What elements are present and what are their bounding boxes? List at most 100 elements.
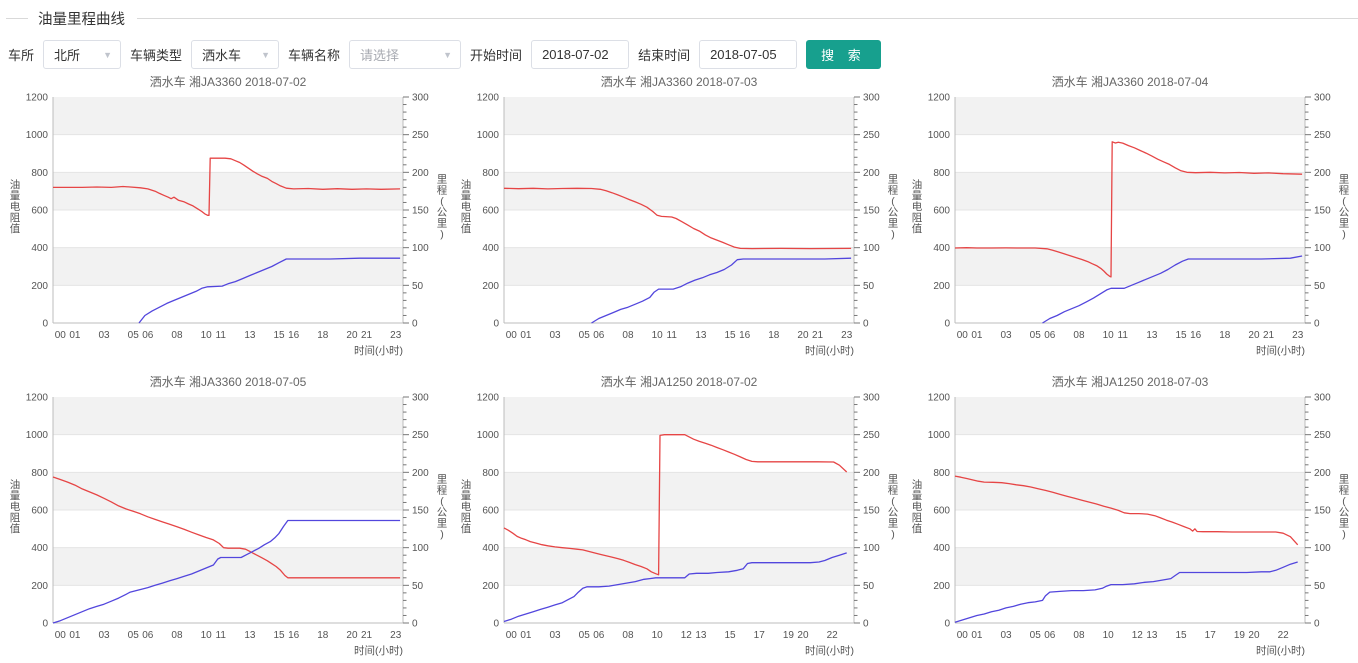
svg-text:100: 100: [412, 543, 429, 554]
svg-text:1200: 1200: [928, 393, 951, 404]
svg-text:200: 200: [412, 468, 429, 479]
chart-card: 0 200 400 600 800 1000 1200 0 50 100 150 200 250 300 0…: [2, 373, 453, 663]
svg-text:0: 0: [945, 319, 951, 330]
svg-text:13: 13: [1147, 330, 1159, 341]
svg-text:20: 20: [797, 330, 809, 341]
svg-text:200: 200: [482, 581, 499, 592]
svg-text:21: 21: [1263, 330, 1275, 341]
svg-text:01: 01: [69, 330, 81, 341]
svg-text:50: 50: [412, 281, 424, 292]
svg-text:时间(小时): 时间(小时): [1256, 344, 1305, 357]
svg-text:400: 400: [934, 543, 951, 554]
vehicle-name-select-placeholder: 请选择: [360, 48, 400, 63]
svg-text:200: 200: [1314, 468, 1331, 479]
svg-text:400: 400: [934, 243, 951, 254]
svg-text:03: 03: [549, 630, 561, 641]
svg-text:15: 15: [724, 330, 736, 341]
svg-text:200: 200: [934, 281, 951, 292]
svg-text:油量电阻值: 油量电阻值: [912, 478, 923, 535]
end-date-input[interactable]: [699, 40, 798, 69]
svg-text:17: 17: [1205, 630, 1217, 641]
page-title: 油量里程曲线: [38, 12, 125, 28]
svg-text:0: 0: [493, 619, 499, 630]
svg-text:油量电阻值: 油量电阻值: [461, 178, 472, 235]
svg-text:05: 05: [1030, 630, 1042, 641]
svg-text:23: 23: [841, 330, 853, 341]
station-select[interactable]: 北所 ▼: [43, 40, 122, 69]
svg-text:15: 15: [1176, 630, 1188, 641]
svg-text:时间(小时): 时间(小时): [805, 344, 854, 357]
svg-text:800: 800: [482, 468, 499, 479]
svg-text:0: 0: [42, 619, 48, 630]
svg-text:05: 05: [127, 630, 139, 641]
svg-text:16: 16: [288, 330, 300, 341]
start-date-input[interactable]: [531, 40, 630, 69]
svg-text:18: 18: [317, 630, 329, 641]
svg-text:1200: 1200: [477, 93, 500, 104]
chart-card: 0 200 400 600 800 1000 1200 0 50 100 150 200 250 300 0…: [905, 73, 1356, 367]
vehicle-type-select[interactable]: 洒水车 ▼: [191, 40, 280, 69]
svg-text:100: 100: [1314, 543, 1331, 554]
svg-text:18: 18: [768, 330, 780, 341]
svg-text:600: 600: [482, 506, 499, 517]
svg-text:洒水车 湘JA1250 2018-07-03: 洒水车 湘JA1250 2018-07-03: [1052, 374, 1209, 389]
svg-text:0: 0: [412, 619, 418, 630]
svg-text:200: 200: [863, 168, 880, 179]
svg-text:150: 150: [863, 506, 880, 517]
svg-text:10: 10: [200, 630, 212, 641]
station-label: 车所: [8, 48, 35, 63]
chart-card: 0 200 400 600 800 1000 1200 0 50 100 150 200 250 300 0…: [2, 73, 453, 367]
svg-text:10: 10: [1103, 630, 1115, 641]
line-chart-ja3360-0704: 0200400600800100012000501001502002503000…: [912, 74, 1350, 357]
svg-text:时间(小时): 时间(小时): [354, 344, 403, 357]
svg-text:20: 20: [1249, 330, 1261, 341]
svg-text:08: 08: [1074, 630, 1086, 641]
svg-text:13: 13: [244, 630, 256, 641]
svg-text:0: 0: [1314, 319, 1320, 330]
svg-text:15: 15: [1176, 330, 1188, 341]
svg-text:08: 08: [622, 330, 634, 341]
svg-text:400: 400: [31, 243, 48, 254]
svg-text:21: 21: [361, 630, 373, 641]
svg-text:300: 300: [863, 93, 880, 104]
svg-text:800: 800: [31, 468, 48, 479]
svg-text:250: 250: [1314, 430, 1331, 441]
svg-text:12: 12: [1132, 630, 1144, 641]
svg-text:23: 23: [390, 630, 402, 641]
svg-text:油量电阻值: 油量电阻值: [461, 478, 472, 535]
svg-text:08: 08: [622, 630, 634, 641]
svg-text:200: 200: [1314, 168, 1331, 179]
svg-text:06: 06: [142, 330, 154, 341]
svg-text:05: 05: [127, 330, 139, 341]
svg-text:600: 600: [934, 506, 951, 517]
svg-text:100: 100: [1314, 243, 1331, 254]
svg-text:11: 11: [1118, 330, 1129, 341]
svg-text:0: 0: [493, 319, 499, 330]
svg-text:06: 06: [593, 630, 605, 641]
divider-line-left: [6, 18, 28, 19]
vehicle-name-select[interactable]: 请选择 ▼: [349, 40, 462, 69]
svg-text:150: 150: [1314, 206, 1331, 217]
charts-grid: 0 200 400 600 800 1000 1200 0 50 100 150 200 250 300 0…: [0, 73, 1358, 663]
svg-text:06: 06: [1045, 630, 1057, 641]
svg-text:10: 10: [1103, 330, 1115, 341]
svg-text:13: 13: [244, 330, 256, 341]
svg-text:03: 03: [1001, 330, 1013, 341]
svg-text:08: 08: [171, 630, 183, 641]
svg-text:01: 01: [520, 330, 532, 341]
svg-text:600: 600: [31, 206, 48, 217]
svg-text:150: 150: [1314, 506, 1331, 517]
svg-text:里程(公里): 里程(公里): [888, 174, 899, 241]
svg-text:50: 50: [412, 581, 424, 592]
svg-text:0: 0: [945, 619, 951, 630]
search-button[interactable]: 搜 索: [806, 40, 881, 69]
svg-text:10: 10: [200, 330, 212, 341]
svg-text:18: 18: [1220, 330, 1232, 341]
svg-text:洒水车 湘JA3360 2018-07-02: 洒水车 湘JA3360 2018-07-02: [149, 74, 306, 89]
svg-text:11: 11: [215, 630, 226, 641]
svg-text:13: 13: [1147, 630, 1159, 641]
svg-text:300: 300: [412, 93, 429, 104]
svg-text:11: 11: [666, 330, 677, 341]
svg-text:200: 200: [31, 581, 48, 592]
svg-text:20: 20: [346, 630, 358, 641]
